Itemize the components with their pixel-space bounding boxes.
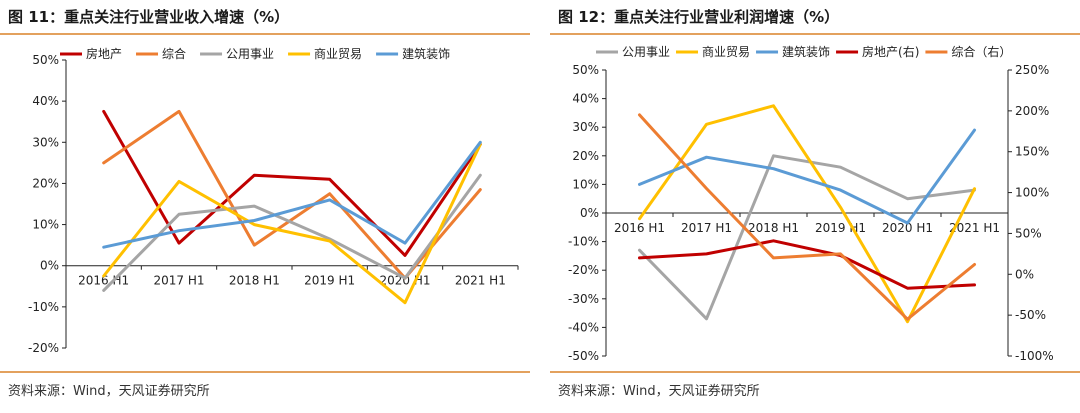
left-legend-label: 商业贸易 [314,46,362,61]
left-title-rule [0,33,530,35]
left-series-line [102,109,482,257]
left-series-line [102,140,482,249]
right-series-line [638,154,976,321]
right-series-line [638,104,976,324]
left-chart-title: 图 11：重点关注行业营业收入增速（%） [8,8,290,26]
left-x-tick-label: 2017 H1 [153,274,204,288]
right-y-tick-label: 40% [572,92,599,106]
left-y-tick-label: 0% [40,259,59,273]
right-x-tick-label: 2020 H1 [882,221,933,235]
right-chart-title: 图 12：重点关注行业营业利润增速（%） [558,8,840,26]
right-x-tick-label: 2019 H1 [815,221,866,235]
left-legend-entry: 综合 [136,46,186,61]
right-y-tick-label: 0% [580,206,599,220]
right-y2-tick-label: 100% [1015,186,1049,200]
left-series-line [102,173,482,292]
right-y2-tick-label: 50% [1015,226,1042,240]
right-source-note: 资料来源：Wind，天风证券研究所 [558,384,760,399]
right-y2-tick-label: 250% [1015,63,1049,77]
left-series-line [102,142,482,305]
right-legend-entry: 房地产(右) [836,44,919,59]
left-y-tick-label: 30% [32,135,59,149]
right-y-tick-label: -20% [568,263,599,277]
left-legend-entry: 商业贸易 [288,46,362,61]
left-legend-label: 公用事业 [226,47,274,61]
left-y-tick-label: 20% [32,176,59,190]
right-legend-label: 综合（右） [951,44,1011,59]
right-y-tick-label: -50% [568,349,599,363]
left-x-tick-label: 2018 H1 [229,274,280,288]
right-x-tick-label: 2021 H1 [949,221,1000,235]
left-y-tick-label: 10% [32,218,59,232]
right-y-tick-label: 30% [572,120,599,134]
right-y-tick-label: -40% [568,320,599,334]
right-chart-panel: 图 12：重点关注行业营业利润增速（%） 50% 40% 30% 20% 10% 0% -1… [550,0,1080,413]
right-x-tick-label: 2016 H1 [614,221,665,235]
left-y-tick-label: -20% [28,341,59,355]
right-legend-label: 公用事业 [622,45,670,59]
right-legend-entry: 商业贸易 [676,44,750,59]
left-x-tick-label: 2019 H1 [304,274,355,288]
right-y2-tick-label: -100% [1015,349,1054,363]
left-legend-label: 房地产 [86,46,122,61]
right-x-tick-label: 2018 H1 [748,221,799,235]
left-legend-entry: 公用事业 [200,47,274,61]
right-y-tick-label: -10% [568,235,599,249]
left-chart-panel: 图 11：重点关注行业营业收入增速（%） 50% 40% 30% 20% 10% 0% -1… [0,0,530,413]
right-series-line [638,239,976,290]
left-y-tick-label: 50% [32,53,59,67]
left-line-chart: 50%40%30%20%10%0%-10%-20%2016 H1 2017 H1 2… [28,46,519,355]
left-legend-entry: 房地产 [60,46,122,61]
right-legend-label: 商业贸易 [702,44,750,59]
left-legend-entry: 建筑装饰 [376,46,450,61]
right-title-rule [550,33,1080,35]
right-line-chart: 50% 40% 30% 20% 10% 0% -10% -20% -30% -40% -50% 250… [568,44,1054,363]
right-y2-tick-label: 150% [1015,145,1049,159]
right-legend-entry: 公用事业 [596,45,670,59]
right-x-tick-label: 2017 H1 [681,221,732,235]
right-y2-tick-label: 0% [1015,267,1034,281]
left-source-rule [0,371,530,373]
right-y2-tick-label: -50% [1015,308,1046,322]
left-legend-label: 综合 [162,46,186,61]
right-y-tick-label: -30% [568,292,599,306]
right-y2-tick-label: 200% [1015,104,1049,118]
left-source-note: 资料来源：Wind，天风证券研究所 [8,384,210,399]
right-series-line [638,128,976,225]
left-y-tick-label: -10% [28,300,59,314]
right-legend-entry: 建筑装饰 [756,44,830,59]
left-legend-label: 建筑装饰 [402,46,450,61]
right-source-rule [550,371,1080,373]
left-y-tick-label: 40% [32,94,59,108]
right-legend-entry: 综合（右） [925,44,1011,59]
right-y-tick-label: 50% [572,63,599,77]
right-legend-label: 房地产(右) [862,44,919,59]
right-series-line [638,113,976,321]
right-legend-label: 建筑装饰 [782,44,830,59]
right-y-tick-label: 10% [572,177,599,191]
left-x-tick-label: 2021 H1 [455,274,506,288]
right-y-tick-label: 20% [572,149,599,163]
